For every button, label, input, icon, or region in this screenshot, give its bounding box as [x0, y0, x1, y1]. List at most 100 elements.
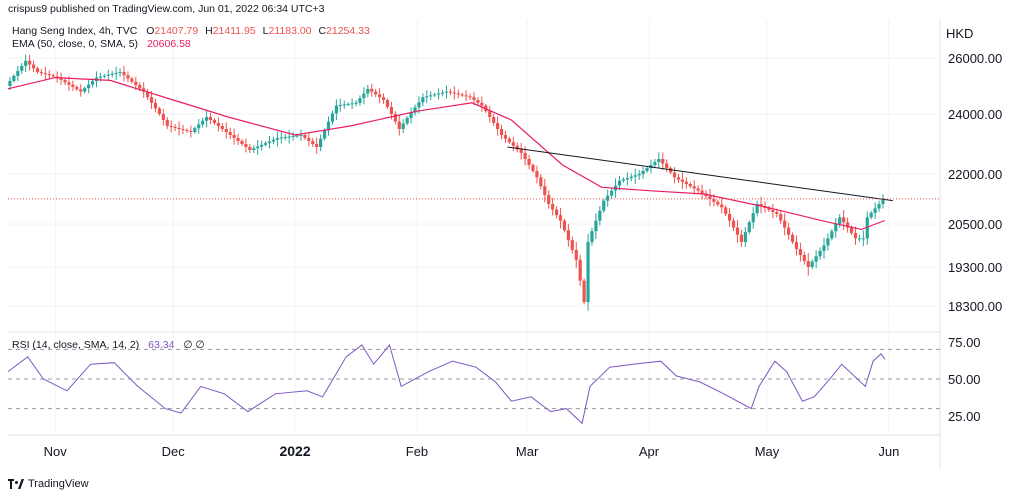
candle-body [20, 65, 24, 71]
candle-body [822, 245, 826, 251]
candle-body [566, 230, 570, 241]
candle-body [232, 135, 236, 138]
tradingview-footer[interactable]: TradingView [8, 478, 89, 490]
candle-body [409, 112, 413, 118]
candle-body [771, 210, 775, 212]
candle-body [319, 138, 323, 147]
candle-body [346, 103, 350, 105]
candle-body [134, 81, 138, 86]
candle-body [138, 85, 142, 89]
candle-body [185, 130, 189, 131]
candle-body [405, 118, 409, 124]
symbol-legend: Hang Seng Index, 4h, TVC O21407.79 H2141… [12, 25, 370, 37]
candle-body [28, 60, 32, 65]
candle-body [189, 131, 193, 132]
candle-body [696, 188, 700, 191]
candle-body [165, 120, 169, 126]
candle-body [413, 107, 417, 113]
candle-body [558, 215, 563, 221]
candle-body [802, 255, 806, 262]
candle-body [169, 126, 173, 127]
candle-body [814, 256, 818, 262]
candle-body [755, 204, 759, 214]
published-info: crispus9 published on TradingView.com, J… [8, 3, 325, 15]
candle-body [826, 238, 830, 246]
candle-body [291, 136, 295, 137]
candle-body [637, 174, 641, 176]
candle-body [8, 80, 12, 86]
rsi-axis[interactable]: 75.00 50.00 25.00 [948, 335, 981, 424]
candle-body [378, 94, 382, 98]
price-axis[interactable]: 26000.00 24000.00 22000.00 20500.00 19300.00… [948, 51, 1002, 314]
candle-body [547, 195, 551, 204]
candle-body [244, 144, 248, 147]
candle-body [731, 220, 736, 228]
candle-body [389, 107, 394, 114]
price-tick-label: 26000.00 [948, 51, 1002, 66]
candle-body [102, 75, 106, 77]
candle-body [448, 91, 453, 93]
candle-body [633, 175, 637, 177]
time-tick-label: Nov [44, 444, 68, 459]
candle-body [818, 250, 822, 257]
candle-body [55, 76, 59, 78]
candle-body [621, 179, 626, 181]
candle-body [204, 117, 209, 121]
trendline[interactable] [507, 146, 893, 202]
candle-body [126, 75, 130, 79]
candle-body [877, 204, 881, 209]
candle-body [83, 88, 87, 92]
candle-body [63, 79, 67, 83]
time-tick-label: Feb [406, 444, 428, 459]
candle-body [260, 144, 264, 147]
candle-body [845, 222, 850, 228]
candle-body [354, 102, 358, 104]
candle-body [578, 259, 582, 281]
candle-body [716, 201, 720, 205]
candle-body [67, 82, 71, 85]
candle-body [562, 220, 567, 231]
candle-body [342, 104, 346, 106]
candle-body [834, 224, 838, 232]
candle-body [830, 231, 834, 239]
candle-body [629, 176, 633, 178]
candle-body [531, 165, 535, 171]
candle-body [554, 209, 559, 216]
ema-value: 20606.58 [147, 38, 191, 50]
price-tick-label: 20500.00 [948, 217, 1002, 232]
candle-body [873, 208, 877, 213]
price-tick-label: 19300.00 [948, 260, 1002, 275]
candle-body [472, 97, 476, 100]
candle-body [602, 200, 606, 211]
candle-body [759, 204, 763, 206]
symbol-name: Hang Seng Index, 4h, TVC [12, 25, 138, 37]
candle-body [499, 129, 504, 135]
candle-body [216, 123, 220, 126]
candle-body [43, 73, 47, 75]
candle-body [806, 261, 810, 267]
candle-body [114, 72, 118, 74]
candle-body [220, 126, 224, 129]
candle-body [519, 149, 523, 153]
candle-body [495, 123, 500, 129]
candle-body [71, 84, 75, 87]
candle-body [256, 146, 260, 149]
candle-body [153, 102, 158, 109]
candle-body [672, 172, 677, 178]
candle-body [401, 123, 405, 129]
candle-body [460, 94, 464, 96]
candle-body [838, 217, 842, 224]
candle-body [358, 98, 362, 103]
candle-body [861, 238, 865, 240]
candle-body [110, 73, 114, 75]
time-axis[interactable]: Nov Dec 2022 Feb Mar Apr May Jun [44, 443, 900, 459]
candle-body [751, 213, 755, 223]
candle-body [240, 141, 244, 144]
candle-body [488, 111, 492, 117]
candle-body [267, 141, 272, 144]
time-tick-label: Dec [162, 444, 186, 459]
candle-body [743, 232, 747, 242]
candle-body [201, 120, 205, 125]
rsi-value: 63.34 [148, 339, 174, 351]
